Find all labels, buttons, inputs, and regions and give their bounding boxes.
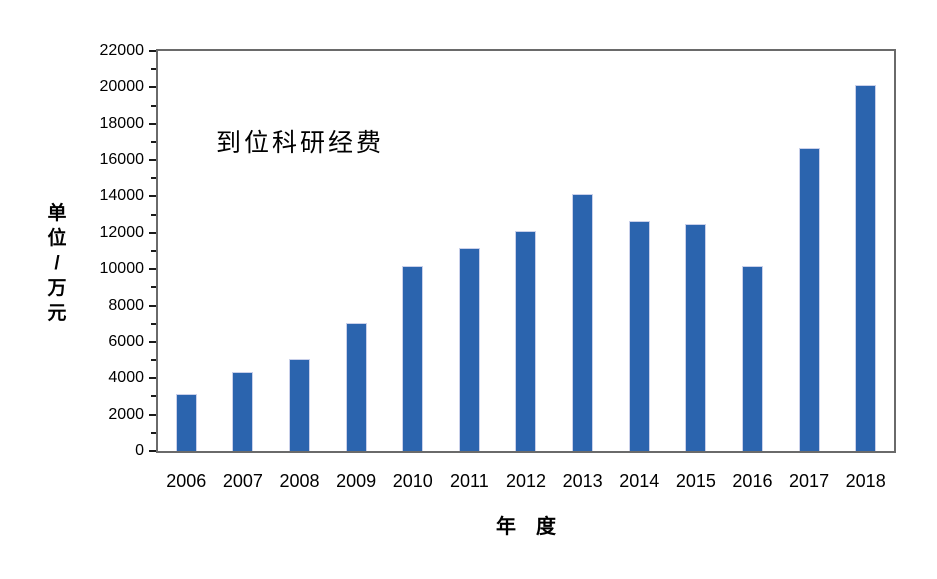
bar-slot-2009 (328, 51, 385, 451)
x-tick-label-2013: 2013 (562, 471, 603, 491)
y-major-tick-12000 (149, 231, 156, 234)
y-major-tick-0 (149, 450, 156, 452)
y-tick-label-0: 0 (135, 442, 144, 459)
bar-slot-2012 (498, 51, 555, 451)
y-minor-tick-19000 (151, 104, 156, 107)
y-axis-title-char: / (54, 253, 60, 274)
x-tick-label-2016: 2016 (732, 471, 773, 491)
bar-2008 (289, 359, 311, 451)
y-major-tick-10000 (149, 268, 156, 271)
chart-title: 到位科研经费 (216, 129, 385, 157)
bar-slot-2016 (724, 51, 781, 451)
bar-2009 (345, 322, 367, 451)
x-tick-label-2006: 2006 (166, 471, 207, 491)
y-axis-title: 单位 / 万元 (36, 201, 78, 326)
y-minor-tick-3000 (151, 395, 156, 398)
y-major-tick-4000 (149, 377, 156, 380)
y-major-tick-22000 (149, 50, 156, 52)
y-minor-tick-11000 (151, 250, 156, 252)
bar-2013 (572, 193, 594, 451)
x-tick-label-2012: 2012 (505, 471, 547, 491)
y-tick-label-18000: 18000 (99, 114, 145, 132)
bar-2011 (458, 248, 480, 451)
bar-slot-2008 (271, 51, 328, 451)
bar-2006 (175, 393, 197, 451)
y-axis-title-char: 万 (47, 278, 67, 299)
y-minor-tick-5000 (151, 359, 156, 362)
y-minor-tick-15000 (151, 177, 156, 180)
x-tick-label-2015: 2015 (675, 471, 716, 491)
bar-2016 (741, 266, 763, 451)
y-tick-label-14000: 14000 (99, 187, 145, 205)
x-tick-label-2008: 2008 (279, 471, 320, 491)
x-tick-label-2014: 2014 (619, 471, 660, 491)
y-major-tick-16000 (149, 159, 156, 162)
y-minor-tick-13000 (151, 213, 156, 216)
y-tick-label-10000: 10000 (99, 260, 145, 278)
bar-2014 (628, 221, 650, 451)
bar-slot-2015 (667, 51, 724, 451)
bar-slot-2017 (781, 51, 838, 451)
y-major-tick-2000 (149, 413, 156, 416)
y-axis-title-char: 单 (47, 203, 67, 224)
bar-slot-2013 (554, 51, 611, 451)
y-axis-title-char: 位 (47, 228, 67, 249)
y-major-tick-20000 (149, 86, 156, 89)
bar-2015 (685, 223, 707, 451)
bar-slot-2011 (441, 51, 498, 451)
y-tick-label-4000: 4000 (108, 369, 144, 387)
y-tick-label-6000: 6000 (108, 332, 144, 350)
bar-slot-2010 (384, 51, 441, 451)
bar-2010 (402, 266, 424, 451)
y-major-tick-6000 (149, 340, 156, 343)
bar-slot-2014 (611, 51, 668, 451)
y-minor-tick-7000 (151, 322, 156, 325)
x-tick-label-2010: 2010 (392, 471, 433, 491)
x-axis-title: 年 度 (496, 516, 556, 538)
plot-area: 到位科研经费 (156, 49, 896, 453)
y-major-tick-14000 (149, 195, 156, 198)
x-tick-label-2017: 2017 (789, 471, 830, 491)
y-tick-label-8000: 8000 (108, 296, 144, 314)
bar-2017 (798, 148, 820, 451)
x-tick-label-2011: 2011 (450, 471, 489, 491)
bar-2018 (855, 84, 877, 451)
y-minor-tick-21000 (151, 68, 156, 71)
y-minor-tick-17000 (151, 140, 156, 143)
y-tick-label-2000: 2000 (108, 405, 144, 423)
bar-slot-2006 (158, 51, 215, 451)
bars (158, 51, 894, 451)
y-axis-title-char: 元 (47, 303, 67, 324)
y-tick-label-22000: 22000 (99, 42, 145, 59)
y-tick-label-16000: 16000 (99, 151, 145, 169)
y-minor-tick-1000 (151, 431, 156, 434)
y-minor-tick-9000 (151, 286, 156, 289)
y-major-tick-8000 (149, 304, 156, 307)
x-tick-label-2007: 2007 (222, 471, 263, 491)
x-tick-label-2018: 2018 (845, 471, 886, 491)
bar-slot-2018 (837, 51, 894, 451)
bar-slot-2007 (215, 51, 272, 451)
y-tick-label-12000: 12000 (99, 223, 145, 241)
x-tick-label-2009: 2009 (336, 471, 377, 491)
bar-2007 (232, 371, 254, 451)
bar-2012 (515, 231, 537, 451)
y-major-tick-18000 (149, 122, 156, 125)
y-tick-label-20000: 20000 (99, 78, 145, 96)
